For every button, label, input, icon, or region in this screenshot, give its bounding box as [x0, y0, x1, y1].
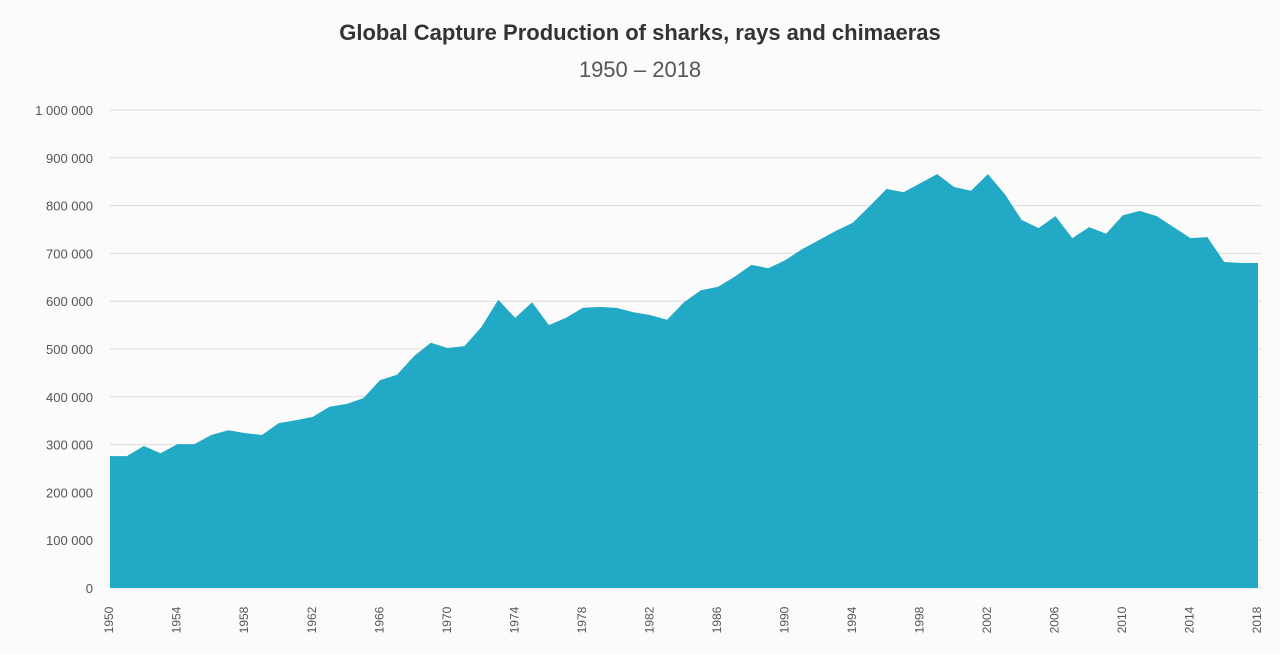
area-series	[110, 174, 1258, 588]
y-tick-label: 500 000	[46, 342, 93, 357]
y-tick-label: 300 000	[46, 438, 93, 453]
x-tick-label: 2010	[1115, 606, 1129, 633]
x-tick-label: 1974	[507, 606, 521, 633]
y-tick-label: 1 000 000	[35, 103, 93, 118]
y-tick-label: 800 000	[46, 199, 93, 214]
x-tick-label: 1954	[170, 606, 184, 633]
chart-title: Global Capture Production of sharks, ray…	[339, 20, 941, 45]
x-tick-label: 1962	[305, 606, 319, 633]
y-tick-label: 400 000	[46, 390, 93, 405]
x-tick-label: 1986	[710, 606, 724, 633]
x-tick-label: 2002	[980, 606, 994, 633]
y-tick-label: 900 000	[46, 151, 93, 166]
x-tick-label: 2018	[1250, 606, 1264, 633]
x-tick-label: 1970	[440, 606, 454, 633]
y-tick-label: 700 000	[46, 246, 93, 261]
y-tick-label: 0	[86, 581, 93, 596]
y-axis: 0 100 000 200 000 300 000 400 000 500 000 600 …	[35, 103, 93, 596]
y-tick-label: 200 000	[46, 485, 93, 500]
y-tick-label: 600 000	[46, 294, 93, 309]
x-tick-label: 1978	[575, 606, 589, 633]
plot-area	[109, 174, 1259, 588]
x-tick-label: 2006	[1048, 606, 1062, 633]
chart-subtitle: 1950 – 2018	[579, 57, 701, 82]
x-tick-label: 1998	[913, 606, 927, 633]
x-axis: 1950 1954 1958 1962 1966 1970 1974 1978 1982 1986…	[102, 606, 1264, 633]
x-tick-label: 1950	[102, 606, 116, 633]
x-tick-label: 1958	[237, 606, 251, 633]
x-tick-label: 1982	[642, 606, 656, 633]
x-tick-label: 1994	[845, 606, 859, 633]
y-tick-label: 100 000	[46, 533, 93, 548]
x-tick-label: 1990	[777, 606, 791, 633]
x-tick-label: 1966	[372, 606, 386, 633]
x-tick-label: 2014	[1183, 606, 1197, 633]
